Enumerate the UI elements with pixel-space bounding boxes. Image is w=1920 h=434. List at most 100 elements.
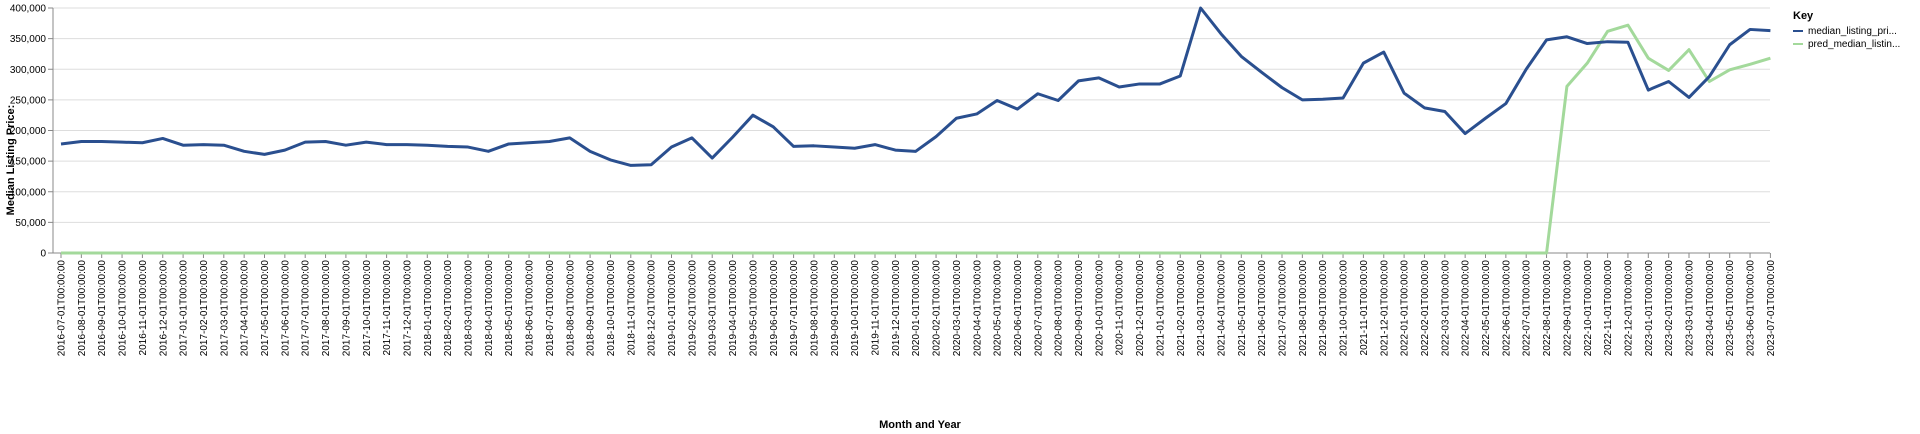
x-tick-label: 2018-11-01T00:00:00	[626, 260, 637, 356]
x-tick-label: 2023-05-01T00:00:00	[1725, 260, 1736, 357]
x-tick-label: 2021-11-01T00:00:00	[1359, 260, 1370, 356]
series-line-1	[61, 23, 1771, 255]
x-tick-label: 2019-08-01T00:00:00	[809, 260, 820, 357]
x-tick-label: 2022-07-01T00:00:00	[1522, 260, 1533, 357]
x-tick-label: 2019-04-01T00:00:00	[728, 260, 739, 357]
x-tick-label: 2021-10-01T00:00:00	[1339, 260, 1350, 357]
x-tick-label: 2018-05-01T00:00:00	[504, 260, 515, 357]
x-tick-label: 2020-08-01T00:00:00	[1054, 260, 1065, 357]
x-tick-label: 2023-02-01T00:00:00	[1664, 260, 1675, 357]
x-tick-label: 2019-10-01T00:00:00	[850, 260, 861, 357]
x-tick-label: 2020-07-01T00:00:00	[1033, 260, 1044, 357]
x-tick-label: 2020-04-01T00:00:00	[972, 260, 983, 357]
y-axis-ticks: 0 50,000 100,000 150,000 200,000 250,000 300,0…	[10, 4, 53, 260]
x-tick-label: 2020-06-01T00:00:00	[1013, 260, 1024, 357]
x-axis-title: Month and Year	[879, 419, 961, 431]
x-tick-label: 2017-05-01T00:00:00	[260, 260, 271, 357]
x-tick-label: 2020-09-01T00:00:00	[1074, 260, 1085, 357]
y-tick-label: 250,000	[10, 95, 47, 106]
x-tick-label: 2018-10-01T00:00:00	[606, 260, 617, 357]
x-tick-label: 2018-06-01T00:00:00	[525, 260, 536, 357]
y-tick-label: 200,000	[10, 126, 47, 137]
x-tick-label: 2021-07-01T00:00:00	[1278, 260, 1289, 357]
x-tick-label: 2016-11-01T00:00:00	[138, 260, 149, 356]
x-tick-label: 2017-08-01T00:00:00	[321, 260, 332, 357]
x-tick-label: 2021-05-01T00:00:00	[1237, 260, 1248, 357]
y-tick-label: 300,000	[10, 65, 47, 76]
x-tick-label: 2019-05-01T00:00:00	[748, 260, 759, 357]
x-tick-label: 2018-09-01T00:00:00	[586, 260, 597, 357]
x-tick-label: 2018-04-01T00:00:00	[484, 260, 495, 357]
x-tick-label: 2021-01-01T00:00:00	[1155, 260, 1166, 357]
x-tick-label: 2022-01-01T00:00:00	[1400, 260, 1411, 357]
x-tick-label: 2019-07-01T00:00:00	[789, 260, 800, 357]
x-tick-label: 2022-05-01T00:00:00	[1481, 260, 1492, 357]
x-tick-label: 2018-01-01T00:00:00	[423, 260, 434, 357]
x-tick-label: 2017-06-01T00:00:00	[280, 260, 291, 357]
x-tick-label: 2017-10-01T00:00:00	[362, 260, 373, 357]
x-tick-label: 2019-11-01T00:00:00	[871, 260, 882, 356]
x-tick-label: 2016-09-01T00:00:00	[97, 260, 108, 357]
x-tick-label: 2020-10-01T00:00:00	[1094, 260, 1105, 357]
x-tick-label: 2023-06-01T00:00:00	[1746, 260, 1757, 357]
x-tick-label: 2023-03-01T00:00:00	[1685, 260, 1696, 357]
x-tick-label: 2018-02-01T00:00:00	[443, 260, 454, 357]
y-axis-title: Median Listing Price:	[5, 105, 17, 216]
legend-label: median_listing_pri...	[1808, 26, 1897, 37]
y-tick-label: 50,000	[15, 218, 46, 229]
x-tick-label: 2022-03-01T00:00:00	[1440, 260, 1451, 357]
x-tick-label: 2021-04-01T00:00:00	[1216, 260, 1227, 357]
x-tick-label: 2018-07-01T00:00:00	[545, 260, 556, 357]
x-tick-label: 2022-09-01T00:00:00	[1562, 260, 1573, 357]
x-tick-label: 2018-08-01T00:00:00	[565, 260, 576, 357]
legend-title: Key	[1793, 10, 1814, 22]
x-tick-label: 2019-01-01T00:00:00	[667, 260, 678, 357]
x-tick-label: 2021-08-01T00:00:00	[1298, 260, 1309, 357]
x-tick-label: 2017-09-01T00:00:00	[341, 260, 352, 357]
x-tick-label: 2022-06-01T00:00:00	[1501, 260, 1512, 357]
x-tick-label: 2020-03-01T00:00:00	[952, 260, 963, 357]
x-tick-label: 2016-08-01T00:00:00	[77, 260, 88, 357]
x-tick-label: 2019-02-01T00:00:00	[687, 260, 698, 357]
x-tick-label: 2016-10-01T00:00:00	[118, 260, 129, 357]
y-tick-label: 150,000	[10, 157, 47, 168]
x-tick-label: 2022-12-01T00:00:00	[1623, 260, 1634, 357]
x-tick-label: 2017-03-01T00:00:00	[219, 260, 230, 357]
x-tick-label: 2023-07-01T00:00:00	[1766, 260, 1777, 357]
x-tick-label: 2022-04-01T00:00:00	[1461, 260, 1472, 357]
x-axis-ticks: 2016-07-01T00:00:00 2016-08-01T00:00:00 20…	[57, 253, 1777, 356]
series-line-0	[60, 6, 1771, 167]
x-tick-label: 2017-11-01T00:00:00	[382, 260, 393, 356]
x-tick-label: 2018-12-01T00:00:00	[647, 260, 658, 357]
x-tick-label: 2017-07-01T00:00:00	[301, 260, 312, 357]
y-tick-label: 100,000	[10, 187, 47, 198]
x-tick-label: 2020-11-01T00:00:00	[1115, 260, 1126, 356]
x-tick-label: 2023-04-01T00:00:00	[1705, 260, 1716, 357]
x-tick-label: 2017-12-01T00:00:00	[402, 260, 413, 357]
legend-label: pred_median_listin...	[1808, 39, 1900, 50]
x-tick-label: 2017-01-01T00:00:00	[179, 260, 190, 357]
x-tick-label: 2021-06-01T00:00:00	[1257, 260, 1268, 357]
x-tick-label: 2022-08-01T00:00:00	[1542, 260, 1553, 357]
x-tick-label: 2017-04-01T00:00:00	[240, 260, 251, 357]
x-tick-label: 2021-03-01T00:00:00	[1196, 260, 1207, 357]
y-tick-label: 350,000	[10, 34, 47, 45]
x-tick-label: 2019-06-01T00:00:00	[769, 260, 780, 357]
x-tick-label: 2020-05-01T00:00:00	[993, 260, 1004, 357]
x-tick-label: 2023-01-01T00:00:00	[1644, 260, 1655, 357]
x-tick-label: 2017-02-01T00:00:00	[199, 260, 210, 357]
series-lines	[60, 6, 1771, 255]
y-tick-label: 400,000	[10, 4, 47, 15]
x-tick-label: 2022-11-01T00:00:00	[1603, 260, 1614, 356]
x-tick-label: 2019-09-01T00:00:00	[830, 260, 841, 357]
x-tick-label: 2019-12-01T00:00:00	[891, 260, 902, 357]
x-tick-label: 2022-10-01T00:00:00	[1583, 260, 1594, 357]
x-tick-label: 2021-02-01T00:00:00	[1176, 260, 1187, 357]
x-tick-label: 2021-09-01T00:00:00	[1318, 260, 1329, 357]
legend: Key median_listing_pri... pred_median_lis…	[1793, 10, 1900, 50]
grid-lines	[53, 7, 1770, 254]
x-tick-label: 2021-12-01T00:00:00	[1379, 260, 1390, 357]
x-tick-label: 2020-02-01T00:00:00	[932, 260, 943, 357]
x-tick-label: 2019-03-01T00:00:00	[708, 260, 719, 357]
